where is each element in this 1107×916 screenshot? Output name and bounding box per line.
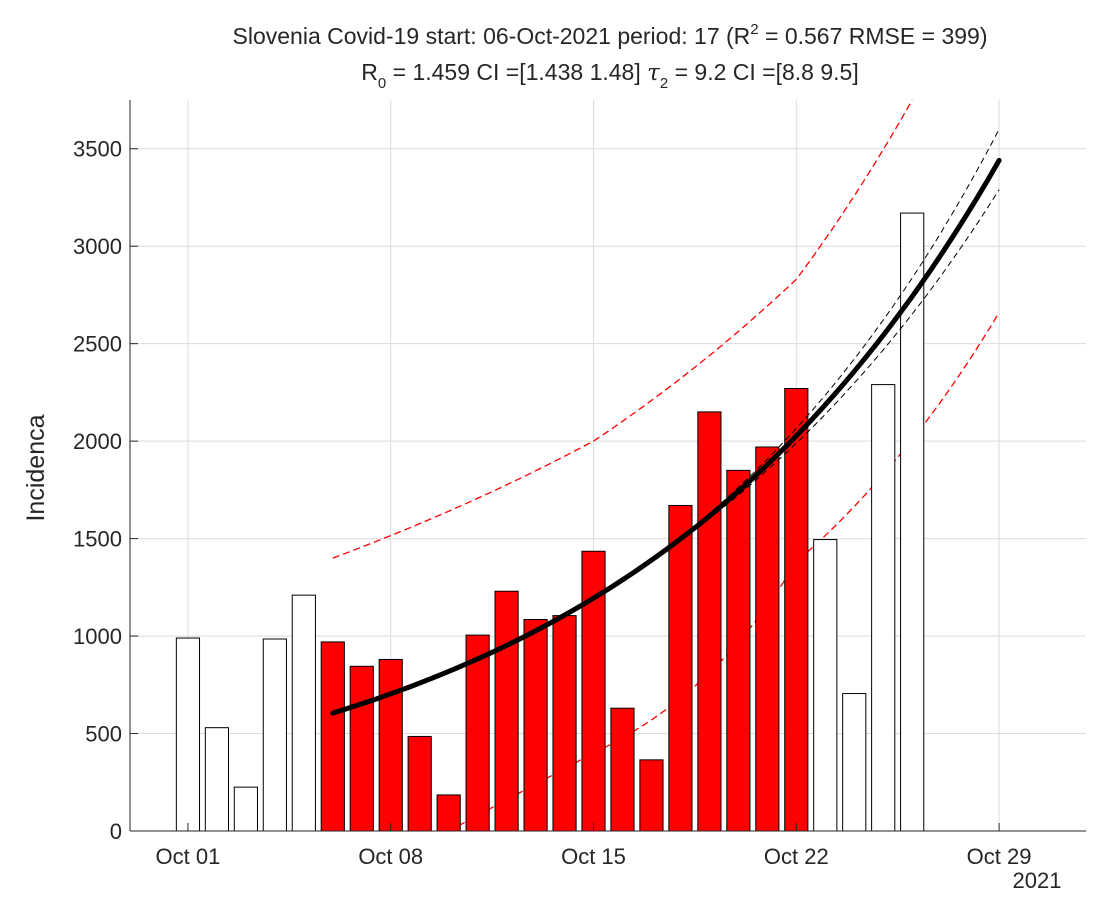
x-tick-label: Oct 01 — [156, 844, 221, 869]
fitted-bar — [639, 759, 664, 832]
axes: 0 500 1000 1500 2000 2500 3000 3500 Oct 01 Oct 08… — [73, 100, 1086, 869]
fit-curve — [330, 157, 1002, 716]
fitted-bar — [784, 388, 809, 832]
y-axis-label: Incidenca — [22, 414, 50, 521]
fitted-bar — [552, 615, 577, 832]
unfitted-bar — [233, 786, 258, 832]
y-tick-label: 0 — [110, 819, 122, 844]
unfitted-bar — [204, 727, 229, 832]
y-tick-label: 1500 — [73, 527, 122, 552]
y-tick-label: 2000 — [73, 429, 122, 454]
y-tick-label: 3000 — [73, 234, 122, 259]
chart-title-line2: R0 = 1.459 CI =[1.438 1.48] τ2 = 9.2 CI … — [361, 59, 858, 92]
y-tick-label: 3500 — [73, 137, 122, 162]
grid-lines — [130, 100, 1086, 832]
fitted-bar — [378, 658, 403, 832]
fitted-bar — [407, 735, 432, 832]
unfitted-bar — [813, 539, 838, 832]
y-tick-label: 500 — [85, 722, 122, 747]
fit-curves — [330, 128, 1002, 716]
fitted-bar — [610, 707, 635, 832]
chart-title-line1: Slovenia Covid-19 start: 06-Oct-2021 per… — [233, 21, 988, 49]
unfitted-bar — [262, 638, 287, 832]
fitted-bar — [726, 469, 751, 832]
prediction-upper-line — [332, 99, 913, 559]
x-tick-label: Oct 29 — [967, 844, 1032, 869]
unfitted-bar — [871, 384, 896, 832]
prediction-lower-line — [448, 312, 1000, 832]
x-axis-year-label: 2021 — [1013, 868, 1062, 893]
fitted-bar — [755, 446, 780, 832]
x-tick-label: Oct 22 — [764, 844, 829, 869]
y-tick-label: 1000 — [73, 624, 122, 649]
unfitted-bar — [842, 693, 867, 832]
x-tick-label: Oct 08 — [358, 844, 423, 869]
fitted-bar — [320, 641, 345, 832]
y-tick-label: 2500 — [73, 332, 122, 357]
fitted-bar — [494, 590, 519, 832]
fitted-bar — [697, 411, 722, 832]
unfitted-bar — [291, 594, 316, 832]
bar-series — [175, 212, 925, 832]
x-tick-label: Oct 15 — [561, 844, 626, 869]
prediction-band — [332, 99, 1000, 832]
unfitted-bar — [175, 637, 201, 832]
fitted-bar — [523, 618, 548, 832]
fitted-bar — [349, 665, 374, 832]
fitted-bar — [668, 504, 693, 832]
fitted-bar — [436, 794, 461, 832]
